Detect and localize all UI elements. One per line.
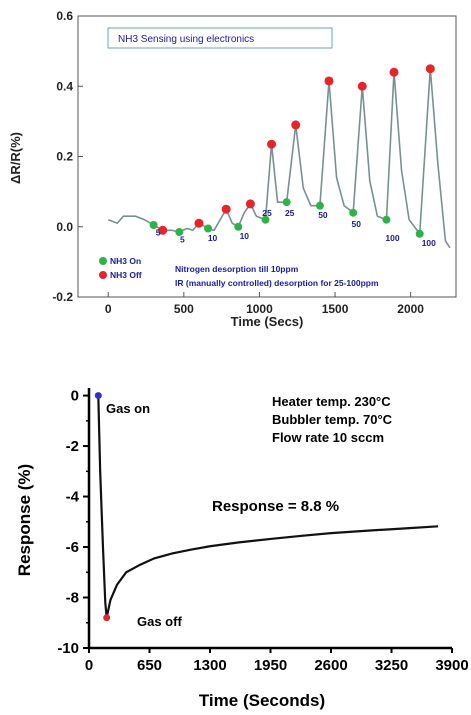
- nh3-off-point: [158, 225, 168, 235]
- bottom-y-tick-label: -6: [66, 539, 79, 556]
- flow-rate-label: Flow rate 10 sccm: [272, 430, 384, 445]
- top-x-tick-label: 0: [105, 302, 112, 316]
- nh3-on-point: [261, 215, 270, 224]
- bubbler-temp-label: Bubbler temp. 70°C: [272, 412, 393, 427]
- bottom-y-axis-label: Response (%): [15, 464, 34, 576]
- bottom-y-tick-label: 0: [71, 388, 79, 405]
- legend-off-label: NH3 Off: [110, 270, 142, 280]
- nh3-on-point: [204, 224, 213, 233]
- nh3-off-point: [245, 199, 255, 209]
- bottom-x-tick-label: 1300: [193, 657, 226, 674]
- bottom-series-line: [97, 395, 439, 618]
- top-axis-ticks: [78, 15, 412, 298]
- top-annotation-nitrogen: Nitrogen desorption till 10ppm: [175, 264, 299, 274]
- top-legend: NH3 On NH3 Off: [99, 256, 142, 280]
- nh3-on-point: [234, 222, 243, 231]
- top-y-axis-label: ΔR/R(%): [8, 132, 23, 184]
- nh3-off-point: [291, 120, 301, 130]
- top-x-tick-labels: 0 500 1000 1500 2000: [105, 302, 424, 316]
- nh3-on-point: [149, 220, 158, 229]
- top-point-label: 100: [385, 233, 399, 243]
- gas-off-label: Gas off: [137, 614, 182, 629]
- bottom-x-tick-label: 3900: [435, 657, 468, 674]
- bottom-x-tick-label: 0: [85, 657, 93, 674]
- nh3-on-point: [382, 215, 391, 224]
- bottom-x-tick-label: 650: [137, 657, 162, 674]
- top-point-labels: 5 5 10 10 25 25 50 50 100 100: [156, 208, 436, 248]
- top-point-label: 25: [285, 208, 295, 218]
- nh3-on-point: [415, 229, 424, 238]
- bottom-x-tick-label: 3250: [375, 657, 408, 674]
- nh3-off-point: [194, 218, 204, 228]
- top-x-tick-label: 2000: [397, 302, 424, 316]
- top-nh3-on-points: [149, 198, 424, 238]
- top-point-label: 5: [180, 235, 185, 245]
- bottom-y-tick-label: -10: [57, 640, 79, 657]
- top-series-line: [107, 68, 451, 249]
- top-y-tick-label: 0.2: [56, 150, 73, 164]
- top-nh3-off-points: [158, 64, 435, 235]
- top-point-label: 25: [262, 208, 272, 218]
- top-point-label: 50: [351, 219, 361, 229]
- bottom-y-tick-label: -2: [66, 438, 79, 455]
- nh3-off-point: [357, 81, 367, 91]
- nh3-off-point: [221, 204, 231, 214]
- top-x-tick-label: 500: [174, 302, 194, 316]
- top-x-tick-label: 1000: [246, 302, 273, 316]
- top-y-tick-label: 0.0: [56, 220, 73, 234]
- top-chart: 0 500 1000 1500 2000 -0.2 0.0 0.2 0.4 0.…: [8, 9, 457, 329]
- top-y-tick-labels: -0.2 0.0 0.2 0.4 0.6: [52, 9, 73, 304]
- legend-off-marker: [99, 271, 107, 279]
- response-label: Response = 8.8 %: [212, 498, 339, 515]
- nh3-off-point: [425, 64, 435, 74]
- top-plot-frame: [77, 15, 457, 298]
- top-chart-title: NH3 Sensing using electronics: [118, 34, 254, 45]
- top-point-label: 5: [156, 228, 161, 238]
- nh3-on-point: [175, 228, 184, 237]
- top-point-label: 100: [422, 238, 436, 248]
- bottom-y-tick-labels: 0 -2 -4 -6 -8 -10: [57, 388, 79, 657]
- top-y-tick-label: 0.6: [56, 9, 73, 23]
- top-y-tick-label: -0.2: [52, 290, 73, 304]
- legend-on-marker: [99, 257, 107, 265]
- top-point-label: 50: [318, 210, 328, 220]
- gas-on-label: Gas on: [106, 401, 150, 416]
- bottom-marker: [94, 392, 102, 400]
- bottom-markers: [94, 392, 111, 622]
- legend-on-label: NH3 On: [110, 256, 141, 266]
- bottom-x-tick-label: 2600: [314, 657, 347, 674]
- bottom-y-tick-label: -4: [66, 489, 80, 506]
- bottom-marker: [103, 614, 111, 622]
- nh3-on-point: [315, 201, 324, 210]
- top-x-axis-label: Time (Secs): [231, 314, 304, 329]
- top-title-box: [107, 27, 333, 49]
- nh3-on-point: [349, 208, 358, 217]
- top-annotation-ir: IR (manually controlled) desorption for …: [175, 278, 379, 288]
- top-y-tick-label: 0.4: [56, 79, 73, 93]
- nh3-on-point: [282, 198, 291, 207]
- nh3-off-point: [389, 67, 399, 77]
- heater-temp-label: Heater temp. 230°C: [272, 394, 391, 409]
- top-point-label: 10: [208, 233, 218, 243]
- top-x-tick-label: 1500: [322, 302, 349, 316]
- bottom-axis-ticks: [83, 394, 453, 653]
- top-point-label: 10: [240, 231, 250, 241]
- bottom-x-tick-label: 1950: [254, 657, 287, 674]
- nh3-off-point: [267, 139, 277, 149]
- nh3-off-point: [324, 76, 334, 86]
- bottom-x-axis-label: Time (Seconds): [199, 691, 325, 710]
- bottom-chart: 0 650 1300 1950 2600 3250 3900 0 -2 -4 -…: [15, 388, 469, 710]
- bottom-y-tick-label: -8: [66, 590, 79, 607]
- bottom-x-tick-labels: 0 650 1300 1950 2600 3250 3900: [85, 657, 469, 674]
